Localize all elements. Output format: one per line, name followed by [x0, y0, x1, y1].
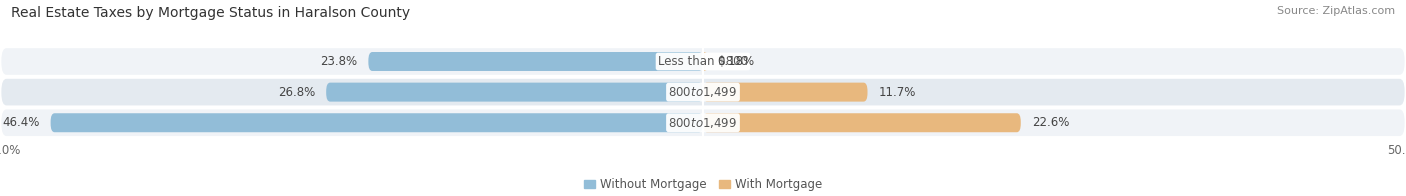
Text: 22.6%: 22.6%: [1032, 116, 1070, 129]
FancyBboxPatch shape: [703, 83, 868, 102]
Text: 0.18%: 0.18%: [717, 55, 754, 68]
FancyBboxPatch shape: [703, 113, 1021, 132]
FancyBboxPatch shape: [51, 113, 703, 132]
Text: Source: ZipAtlas.com: Source: ZipAtlas.com: [1277, 6, 1395, 16]
FancyBboxPatch shape: [0, 108, 1406, 137]
FancyBboxPatch shape: [368, 52, 703, 71]
Legend: Without Mortgage, With Mortgage: Without Mortgage, With Mortgage: [579, 173, 827, 196]
FancyBboxPatch shape: [0, 77, 1406, 107]
Text: 23.8%: 23.8%: [321, 55, 357, 68]
Text: 46.4%: 46.4%: [1, 116, 39, 129]
FancyBboxPatch shape: [0, 47, 1406, 76]
Text: 11.7%: 11.7%: [879, 86, 917, 99]
Text: 26.8%: 26.8%: [278, 86, 315, 99]
Text: Real Estate Taxes by Mortgage Status in Haralson County: Real Estate Taxes by Mortgage Status in …: [11, 6, 411, 20]
FancyBboxPatch shape: [326, 83, 703, 102]
Text: $800 to $1,499: $800 to $1,499: [668, 116, 738, 130]
Text: $800 to $1,499: $800 to $1,499: [668, 85, 738, 99]
Text: Less than $800: Less than $800: [658, 55, 748, 68]
FancyBboxPatch shape: [702, 52, 707, 71]
